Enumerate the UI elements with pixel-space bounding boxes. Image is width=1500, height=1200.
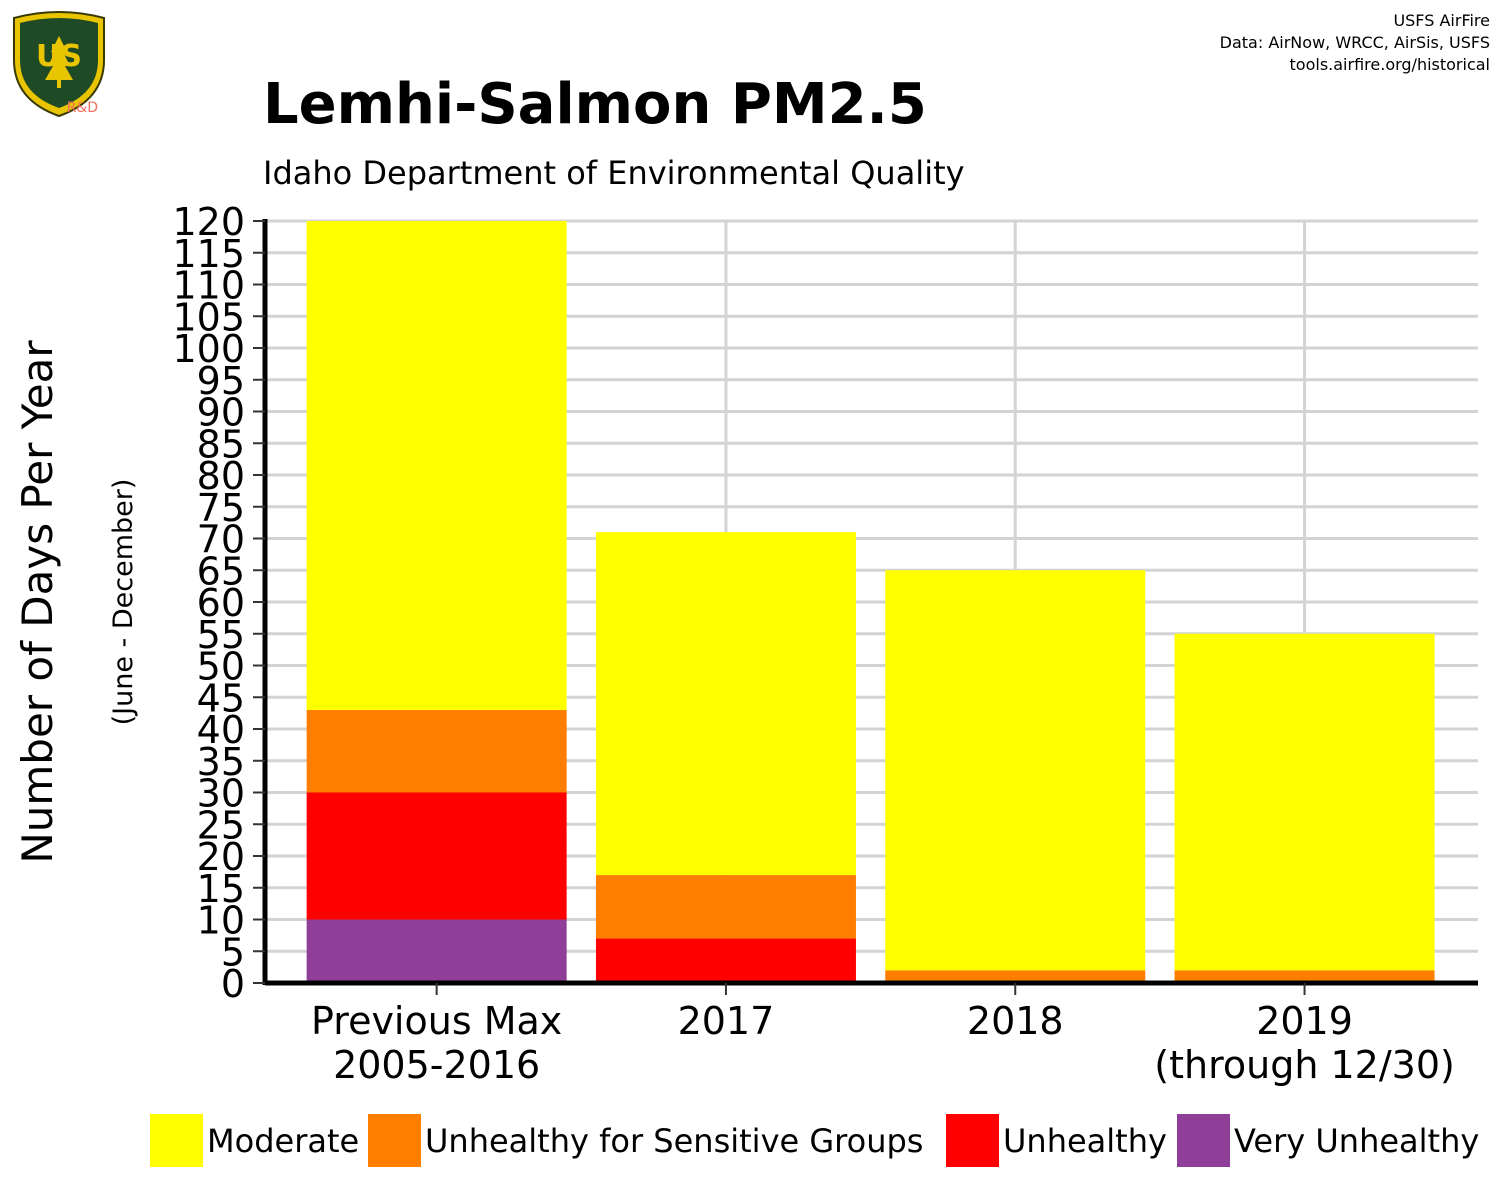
y-tick-label: 105 — [172, 295, 245, 339]
y-tick-label: 65 — [197, 549, 245, 593]
bar-segment-unhealthy-for-sensitive-groups — [595, 875, 856, 939]
y-tick-label: 55 — [197, 613, 245, 657]
credit-line-3: tools.airfire.org/historical — [1289, 55, 1490, 74]
x-tick-label: (through 12/30) — [1154, 1043, 1455, 1087]
logo-badge: R&D — [67, 100, 98, 116]
bar-segment-unhealthy-for-sensitive-groups — [306, 709, 567, 793]
legend-swatch — [150, 1114, 203, 1167]
y-tick-label: 120 — [172, 200, 245, 244]
y-tick-label: 40 — [197, 708, 245, 752]
y-axis-title: Number of Days Per Year — [13, 340, 62, 864]
y-tick-label: 5 — [221, 930, 245, 974]
bar-segment-moderate — [1174, 633, 1435, 971]
x-tick-label: 2017 — [678, 999, 775, 1043]
bar-segment-moderate — [595, 532, 856, 876]
y-tick-label: 90 — [197, 391, 245, 435]
legend-label: Unhealthy — [1003, 1122, 1167, 1160]
y-tick-label: 85 — [197, 422, 245, 466]
legend-swatch — [368, 1114, 421, 1167]
bar-segment-unhealthy-for-sensitive-groups — [1174, 970, 1435, 983]
x-tick-label: 2019 — [1256, 999, 1353, 1043]
y-tick-label: 70 — [197, 518, 245, 562]
legend-swatch — [946, 1114, 999, 1167]
y-tick-label: 30 — [197, 772, 245, 816]
y-tick-label: 45 — [197, 676, 245, 720]
bar-segment-unhealthy — [306, 792, 567, 920]
y-tick-label: 100 — [172, 327, 245, 371]
y-tick-label: 115 — [172, 232, 245, 276]
y-tick-label: 80 — [197, 454, 245, 498]
y-tick-label: 15 — [197, 867, 245, 911]
legend-label: Moderate — [207, 1122, 359, 1160]
legend-swatch — [1177, 1114, 1230, 1167]
chart-subtitle: Idaho Department of Environmental Qualit… — [263, 154, 965, 192]
bar-segment-very-unhealthy — [306, 919, 567, 983]
legend-label: Unhealthy for Sensitive Groups — [425, 1122, 923, 1160]
bar-segment-moderate — [306, 221, 567, 710]
chart-title: Lemhi-Salmon PM2.5 — [263, 72, 927, 137]
usfs-shield-logo: US R&D — [8, 8, 110, 120]
shield-icon: US R&D — [13, 11, 105, 118]
y-tick-label: 50 — [197, 645, 245, 689]
y-tick-label: 110 — [172, 264, 245, 308]
y-axis-subtitle: (June - December) — [108, 479, 139, 726]
y-tick-label: 20 — [197, 835, 245, 879]
y-tick-label: 0 — [221, 962, 245, 1006]
credit-line-1: USFS AirFire — [1393, 11, 1490, 30]
x-tick-label: 2018 — [967, 999, 1064, 1043]
y-tick-label: 10 — [197, 899, 245, 943]
x-tick-label: Previous Max — [311, 999, 562, 1043]
credits-block: USFS AirFire Data: AirNow, WRCC, AirSis,… — [1220, 10, 1490, 76]
legend-label: Very Unhealthy — [1234, 1122, 1479, 1160]
bar-segment-moderate — [885, 570, 1146, 971]
y-tick-label: 60 — [197, 581, 245, 625]
y-tick-label: 75 — [197, 486, 245, 530]
bar-segment-unhealthy-for-sensitive-groups — [885, 970, 1146, 983]
bar-segment-unhealthy — [595, 938, 856, 983]
y-tick-label: 95 — [197, 359, 245, 403]
x-tick-label: 2005-2016 — [333, 1043, 540, 1087]
credit-line-2: Data: AirNow, WRCC, AirSis, USFS — [1219, 33, 1490, 52]
y-tick-label: 25 — [197, 803, 245, 847]
y-tick-label: 35 — [197, 740, 245, 784]
